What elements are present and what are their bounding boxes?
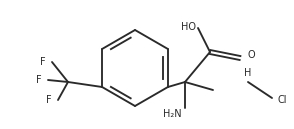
Text: F: F xyxy=(46,95,52,105)
Text: H₂N: H₂N xyxy=(163,109,181,119)
Text: O: O xyxy=(248,50,255,60)
Text: F: F xyxy=(36,75,42,85)
Text: H: H xyxy=(244,68,252,78)
Text: Cl: Cl xyxy=(278,95,288,105)
Text: HO: HO xyxy=(181,22,196,32)
Text: F: F xyxy=(40,57,46,67)
